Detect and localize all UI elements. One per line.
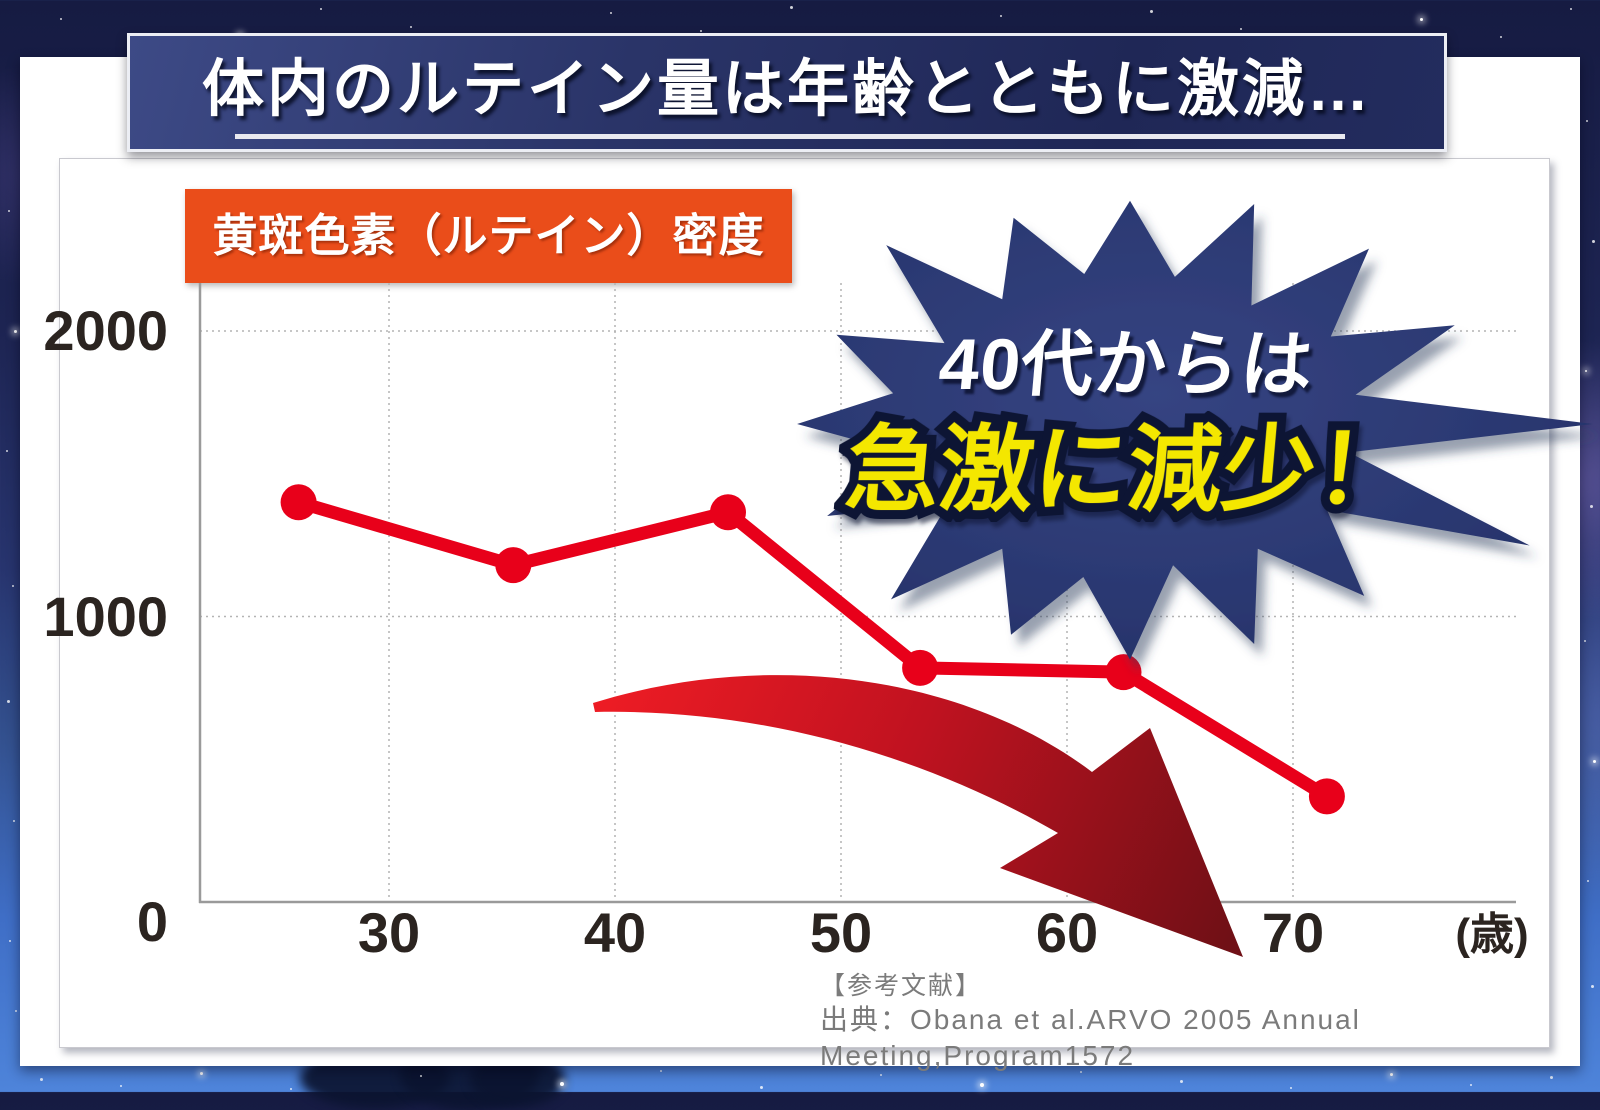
y-tick-label: 2000 xyxy=(43,299,168,362)
star xyxy=(1593,760,1596,763)
star xyxy=(420,1075,422,1077)
star xyxy=(1240,28,1242,30)
star xyxy=(410,26,412,28)
y-tick-label: 0 xyxy=(136,890,168,953)
star xyxy=(1420,18,1423,21)
star xyxy=(760,1086,763,1089)
star xyxy=(1550,1076,1553,1079)
star xyxy=(1180,1080,1183,1083)
star xyxy=(700,30,702,32)
star xyxy=(12,585,14,587)
star xyxy=(1585,370,1587,372)
star xyxy=(14,330,17,333)
star xyxy=(880,1074,882,1076)
star xyxy=(1586,120,1588,122)
star xyxy=(320,8,322,10)
star xyxy=(8,210,10,212)
star xyxy=(1591,985,1594,988)
x-tick-label: 70 xyxy=(1261,901,1325,964)
star xyxy=(1590,505,1593,508)
star xyxy=(660,1070,662,1072)
x-tick-label: 50 xyxy=(809,901,873,964)
star xyxy=(1470,1084,1472,1086)
star xyxy=(1587,880,1589,882)
star xyxy=(1150,10,1153,13)
reference-block: 【参考文献】 出典：Obana et al.ARVO 2005 Annual M… xyxy=(820,970,1600,1074)
x-tick-label: 60 xyxy=(1035,901,1099,964)
star xyxy=(1592,240,1595,243)
star xyxy=(1584,640,1586,642)
series-label-text: 黄斑色素（ルテイン）密度 xyxy=(212,210,765,261)
star xyxy=(1570,8,1572,10)
x-tick-label: 30 xyxy=(357,901,421,964)
star xyxy=(980,1083,984,1087)
star xyxy=(200,1072,203,1075)
title-banner: 体内のルテイン量は年齢とともに激減… xyxy=(127,33,1447,152)
star xyxy=(610,12,612,14)
callout-text-fill: 急激に減少！ xyxy=(841,417,1415,522)
star xyxy=(1500,36,1502,38)
reference-source: 出典：Obana et al.ARVO 2005 Annual Meeting,… xyxy=(820,1004,1361,1071)
star xyxy=(120,1085,122,1087)
x-tick-label: 40 xyxy=(583,901,647,964)
series-label-badge: 黄斑色素（ルテイン）密度 xyxy=(185,189,792,283)
star xyxy=(15,1010,17,1012)
y-tick-label: 1000 xyxy=(43,584,168,648)
star xyxy=(7,700,10,703)
callout-text-line2: 急激に減少！ 急激に減少！ xyxy=(815,394,1445,531)
title-underline xyxy=(235,134,1346,139)
star xyxy=(60,18,62,20)
star xyxy=(13,820,15,822)
star xyxy=(790,6,793,9)
page-title: 体内のルテイン量は年齢とともに激減… xyxy=(201,55,1372,124)
star xyxy=(1000,15,1002,17)
reference-heading: 【参考文献】 xyxy=(820,972,983,1000)
star xyxy=(1290,1087,1292,1089)
star xyxy=(290,1088,292,1090)
star xyxy=(9,940,11,942)
star xyxy=(40,1078,43,1081)
star xyxy=(560,1082,564,1086)
star xyxy=(1080,1071,1082,1073)
x-axis-unit: (歳) xyxy=(1455,910,1529,959)
star xyxy=(1390,1073,1393,1076)
star xyxy=(6,450,8,452)
